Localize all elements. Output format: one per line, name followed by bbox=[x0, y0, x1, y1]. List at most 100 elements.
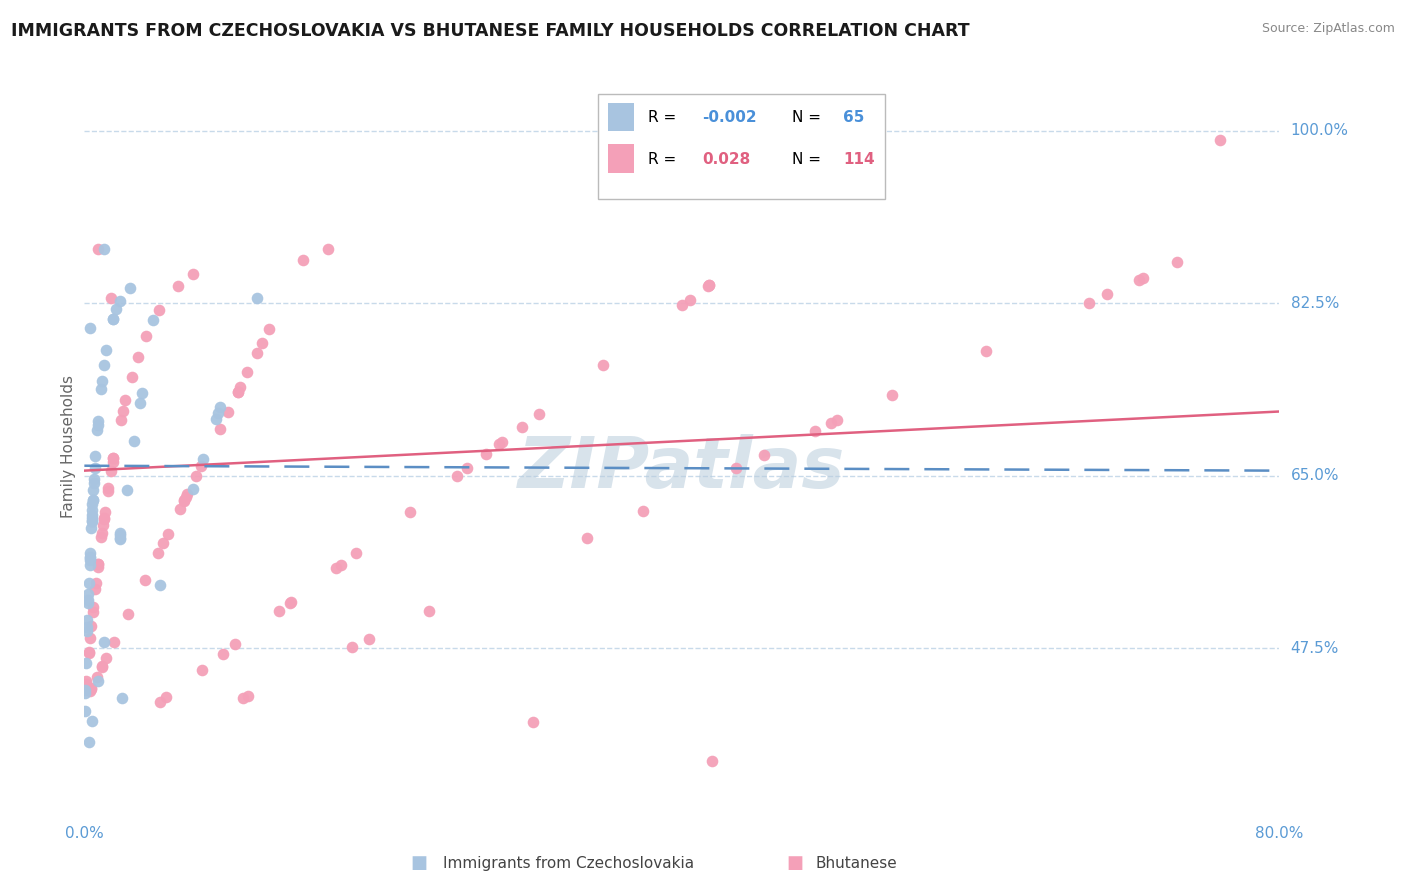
Point bbox=[90, 374, 112, 388]
Point bbox=[76, 620, 98, 634]
Point bbox=[456, 461, 478, 475]
Point bbox=[166, 279, 188, 293]
Point bbox=[725, 460, 748, 475]
Point bbox=[291, 253, 314, 268]
Point bbox=[135, 329, 157, 343]
Point bbox=[529, 407, 551, 421]
Point bbox=[827, 413, 849, 427]
Point bbox=[75, 686, 97, 700]
Point bbox=[79, 546, 101, 560]
Point bbox=[90, 382, 112, 396]
Point bbox=[91, 518, 114, 533]
Text: 100.0%: 100.0% bbox=[1291, 123, 1348, 138]
Point bbox=[82, 503, 104, 517]
Point bbox=[117, 607, 139, 621]
Point bbox=[238, 689, 260, 703]
Point bbox=[631, 504, 654, 518]
Point bbox=[97, 481, 120, 495]
Point bbox=[418, 604, 440, 618]
Text: R =: R = bbox=[648, 153, 682, 168]
Point bbox=[280, 595, 302, 609]
Point bbox=[84, 582, 107, 596]
Point bbox=[127, 351, 149, 365]
Point bbox=[83, 461, 105, 475]
Point bbox=[226, 384, 249, 399]
Point bbox=[103, 451, 125, 466]
Point bbox=[882, 387, 904, 401]
Text: Bhutanese: Bhutanese bbox=[815, 856, 897, 871]
Point bbox=[93, 359, 115, 373]
Point bbox=[101, 311, 124, 326]
Y-axis label: Family Households: Family Households bbox=[60, 375, 76, 517]
Point bbox=[522, 714, 544, 729]
Point bbox=[191, 663, 214, 677]
Point bbox=[108, 532, 131, 546]
Point bbox=[205, 412, 228, 426]
Point bbox=[80, 515, 103, 529]
Point bbox=[149, 695, 172, 709]
Point bbox=[86, 418, 108, 433]
Point bbox=[191, 452, 214, 467]
Point bbox=[77, 646, 100, 660]
Point bbox=[224, 637, 246, 651]
Point bbox=[80, 714, 103, 729]
Point bbox=[110, 527, 132, 541]
Point bbox=[1097, 287, 1119, 301]
Text: IMMIGRANTS FROM CZECHOSLOVAKIA VS BHUTANESE FAMILY HOUSEHOLDS CORRELATION CHART: IMMIGRANTS FROM CZECHOSLOVAKIA VS BHUTAN… bbox=[11, 22, 970, 40]
Point bbox=[344, 546, 367, 560]
Text: -0.002: -0.002 bbox=[702, 111, 756, 125]
Point bbox=[80, 520, 103, 534]
Point bbox=[226, 385, 249, 400]
Point bbox=[79, 558, 101, 573]
Point bbox=[82, 599, 104, 614]
Point bbox=[118, 281, 141, 295]
Point bbox=[75, 704, 97, 718]
Point bbox=[1128, 272, 1150, 286]
Point bbox=[491, 435, 513, 450]
Point bbox=[75, 656, 97, 670]
Point bbox=[79, 631, 101, 645]
Point bbox=[257, 322, 280, 336]
Point bbox=[77, 575, 100, 590]
Text: ■: ■ bbox=[786, 855, 803, 872]
Point bbox=[77, 596, 100, 610]
Text: R =: R = bbox=[648, 111, 682, 125]
Point bbox=[174, 491, 197, 505]
Point bbox=[87, 674, 110, 689]
Point bbox=[93, 242, 115, 256]
Point bbox=[82, 483, 104, 497]
Point bbox=[101, 451, 124, 466]
Point bbox=[82, 492, 104, 507]
Point bbox=[84, 575, 107, 590]
Text: 82.5%: 82.5% bbox=[1291, 295, 1339, 310]
Point bbox=[77, 735, 100, 749]
Point bbox=[697, 277, 720, 292]
Point bbox=[84, 449, 107, 463]
Point bbox=[75, 674, 97, 689]
Point bbox=[246, 345, 269, 359]
Point bbox=[93, 505, 115, 519]
Point bbox=[86, 424, 108, 438]
Point bbox=[207, 406, 229, 420]
Text: Source: ZipAtlas.com: Source: ZipAtlas.com bbox=[1261, 22, 1395, 36]
Point bbox=[1166, 255, 1188, 269]
Point bbox=[110, 525, 132, 540]
Point bbox=[111, 404, 134, 418]
Point bbox=[340, 640, 363, 655]
Text: ■: ■ bbox=[411, 855, 427, 872]
Point bbox=[111, 691, 134, 706]
Point bbox=[90, 526, 112, 541]
Text: ZIPatlas: ZIPatlas bbox=[519, 434, 845, 503]
Point bbox=[131, 386, 153, 401]
Point bbox=[231, 691, 253, 706]
Text: 65.0%: 65.0% bbox=[1291, 468, 1339, 483]
Point bbox=[186, 468, 208, 483]
Point bbox=[80, 508, 103, 522]
Point bbox=[280, 596, 302, 610]
Point bbox=[105, 301, 128, 316]
Point bbox=[76, 613, 98, 627]
Point bbox=[80, 619, 103, 633]
Point bbox=[87, 242, 110, 256]
Point bbox=[93, 512, 115, 526]
Point bbox=[217, 405, 239, 419]
